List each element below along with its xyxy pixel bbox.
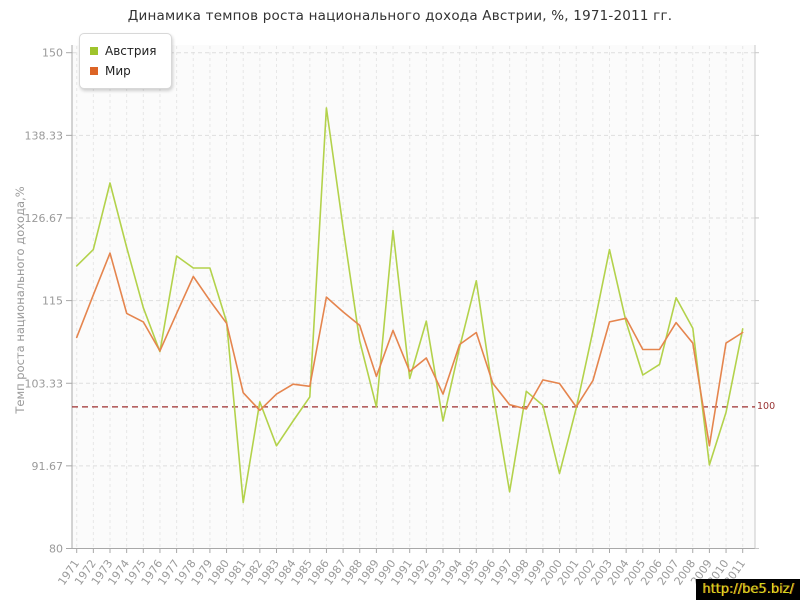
legend-item-world: Мир xyxy=(90,61,157,81)
legend-label-austria: Австрия xyxy=(105,44,157,58)
y-tick-label: 138.33 xyxy=(25,129,64,142)
plot-area xyxy=(72,45,755,549)
y-tick-label: 91.67 xyxy=(32,460,64,473)
watermark-link[interactable]: http://be5.biz/ xyxy=(696,579,800,600)
y-tick-label: 150 xyxy=(42,47,63,60)
reference-line-label: 100 xyxy=(757,401,776,412)
legend-marker-world-icon xyxy=(90,67,98,75)
y-tick-label: 103.33 xyxy=(25,377,64,390)
y-tick-label: 80 xyxy=(49,543,63,556)
y-tick-label: 115 xyxy=(42,295,63,308)
legend-item-austria: Австрия xyxy=(90,41,157,61)
legend-label-world: Мир xyxy=(105,64,131,78)
legend-marker-austria-icon xyxy=(90,47,98,55)
series-line-world xyxy=(75,252,744,447)
y-tick-label: 126.67 xyxy=(25,212,64,225)
series-line-austria xyxy=(75,107,744,504)
legend: Австрия Мир xyxy=(79,33,172,89)
chart-title: Динамика темпов роста национального дохо… xyxy=(127,8,673,24)
